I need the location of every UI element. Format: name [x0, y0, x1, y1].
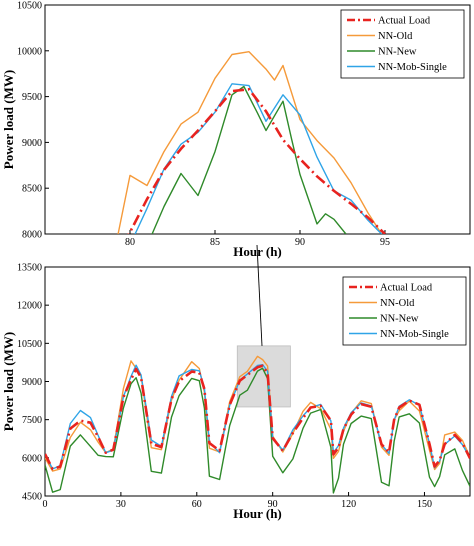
x-tick-label: 150: [417, 499, 432, 510]
y-tick-label: 8500: [22, 184, 42, 195]
y-tick-label: 10000: [17, 46, 42, 57]
x-tick-label: 80: [125, 237, 135, 248]
y-tick-label: 8000: [22, 230, 42, 241]
y-axis-label: Power load (MW): [1, 70, 16, 169]
y-tick-label: 9500: [22, 92, 42, 103]
y-tick-label: 7500: [22, 415, 42, 426]
x-tick-label: 85: [210, 237, 220, 248]
y-tick-label: 9000: [22, 377, 42, 388]
x-tick-label: 90: [295, 237, 305, 248]
series-line-nn-old: [45, 355, 470, 472]
x-axis-label: Hour (h): [233, 506, 282, 521]
zoom-indicator: [256, 244, 263, 346]
y-tick-label: 10500: [17, 339, 42, 350]
legend-entry: NN-New: [380, 314, 419, 325]
y-axis-label: Power load (MW): [1, 332, 16, 431]
x-tick-label: 0: [43, 499, 48, 510]
y-tick-label: 10500: [17, 1, 42, 12]
legend-entry: NN-New: [378, 47, 417, 58]
y-tick-label: 9000: [22, 138, 42, 149]
zoom-region: [236, 345, 291, 408]
series-line-actual-load: [127, 88, 386, 234]
legend-entry: NN-Old: [378, 31, 413, 42]
x-tick-label: 60: [192, 499, 202, 510]
legend-entry: NN-Old: [380, 298, 415, 309]
zoom-connector-line: [256, 244, 263, 346]
y-tick-label: 4500: [22, 492, 42, 503]
weekly-chart: 4500 6000 7500 9000 10500 12000 13500 0 30 60 90 12…: [1, 263, 471, 521]
legend-entry: Actual Load: [378, 16, 431, 27]
legend-entry: Actual Load: [380, 283, 433, 294]
legend-entry: NN-Mob-Single: [378, 62, 447, 73]
legend-entry: NN-Mob-Single: [380, 329, 449, 340]
y-tick-label: 12000: [17, 301, 42, 312]
x-tick-label: 90: [268, 499, 278, 510]
series-line-actual-load: [45, 364, 470, 471]
x-tick-label: 120: [341, 499, 356, 510]
series-line-nn-old: [117, 51, 383, 234]
y-tick-label: 13500: [17, 263, 42, 274]
series-line-nn-new: [151, 85, 347, 234]
series-line-nn-new: [45, 367, 470, 494]
series-line-nn-mob-single: [134, 83, 383, 234]
x-tick-label: 95: [380, 237, 390, 248]
x-tick-label: 30: [116, 499, 126, 510]
y-tick-label: 6000: [22, 453, 42, 464]
